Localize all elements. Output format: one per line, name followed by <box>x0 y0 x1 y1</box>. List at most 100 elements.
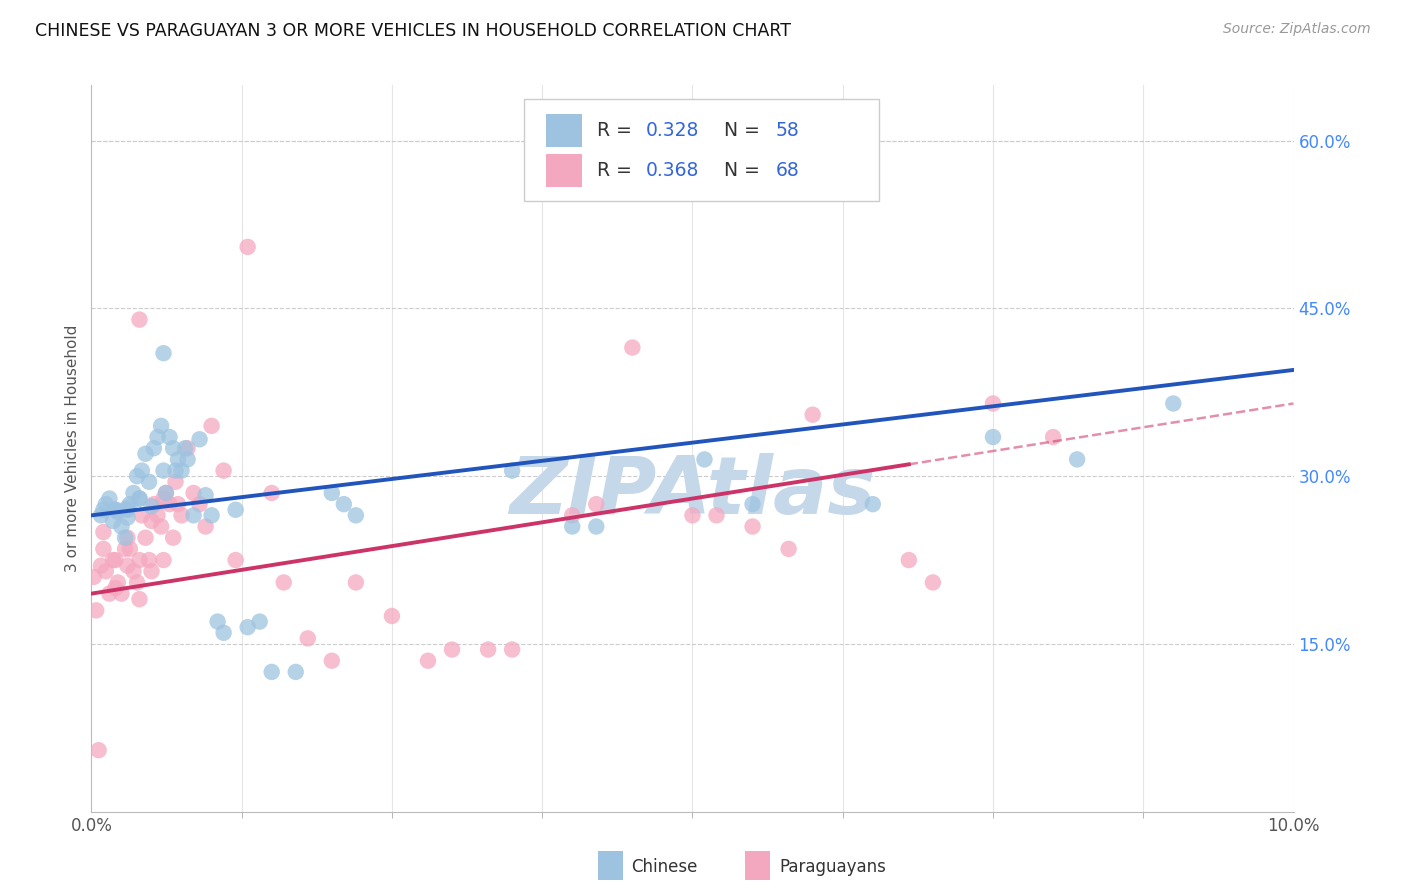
Point <box>110 519 132 533</box>
Point <box>159 430 181 444</box>
Point <box>225 553 247 567</box>
Point <box>118 541 141 556</box>
Point <box>110 587 132 601</box>
Point <box>741 519 763 533</box>
Point <box>117 502 139 516</box>
Point <box>84 603 107 617</box>
Point <box>128 592 150 607</box>
Point <box>260 486 283 500</box>
Point <box>693 452 716 467</box>
Point <box>183 486 205 500</box>
Point <box>165 464 187 478</box>
Point <box>159 497 181 511</box>
Point <box>212 625 235 640</box>
Point <box>188 432 211 446</box>
Point <box>897 553 920 567</box>
Point <box>146 508 169 523</box>
Point <box>98 491 121 506</box>
Point <box>155 486 177 500</box>
Point <box>90 508 112 523</box>
Point <box>981 430 1004 444</box>
Point <box>152 464 174 478</box>
Point <box>167 452 190 467</box>
Point <box>207 615 229 629</box>
Point <box>170 508 193 523</box>
Point <box>981 396 1004 410</box>
Point <box>122 486 145 500</box>
Point <box>152 346 174 360</box>
Point <box>440 642 463 657</box>
Point <box>94 497 117 511</box>
Point <box>155 486 177 500</box>
Point <box>561 508 583 523</box>
FancyBboxPatch shape <box>546 114 582 146</box>
Point <box>142 442 165 456</box>
Point <box>131 464 153 478</box>
FancyBboxPatch shape <box>546 153 582 186</box>
Point <box>128 491 150 506</box>
Point <box>93 502 115 516</box>
Point <box>104 502 127 516</box>
Point <box>98 587 121 601</box>
Point <box>152 553 174 567</box>
Point <box>260 665 283 679</box>
Text: R =: R = <box>598 161 638 179</box>
Point <box>141 514 163 528</box>
Point <box>162 531 184 545</box>
Point <box>134 531 156 545</box>
Point <box>150 418 173 433</box>
Point <box>201 508 224 523</box>
Point <box>134 447 156 461</box>
Point <box>1042 430 1064 444</box>
Point <box>93 541 115 556</box>
Point <box>125 575 148 590</box>
Point <box>104 581 127 595</box>
Text: N =: N = <box>724 161 766 179</box>
Point <box>114 531 136 545</box>
Point <box>150 519 173 533</box>
Text: 68: 68 <box>775 161 799 179</box>
Point <box>101 553 124 567</box>
Point <box>170 464 193 478</box>
Point <box>344 575 367 590</box>
Point <box>381 609 404 624</box>
Point <box>201 418 224 433</box>
Point <box>297 632 319 646</box>
Point <box>117 558 139 573</box>
Point <box>162 442 184 456</box>
Point <box>114 541 136 556</box>
Point <box>561 519 583 533</box>
Point <box>141 564 163 578</box>
Point <box>477 642 499 657</box>
Point <box>501 642 523 657</box>
Point <box>188 497 211 511</box>
Point <box>138 475 160 489</box>
Point <box>236 620 259 634</box>
Point <box>117 510 139 524</box>
Point <box>146 430 169 444</box>
Point <box>122 564 145 578</box>
Text: R =: R = <box>598 120 638 140</box>
Point <box>333 497 356 511</box>
Point <box>107 505 129 519</box>
Text: Chinese: Chinese <box>631 858 697 876</box>
Point <box>284 665 307 679</box>
Point <box>128 491 150 506</box>
Text: CHINESE VS PARAGUAYAN 3 OR MORE VEHICLES IN HOUSEHOLD CORRELATION CHART: CHINESE VS PARAGUAYAN 3 OR MORE VEHICLES… <box>35 22 792 40</box>
Point <box>778 541 800 556</box>
Point <box>93 525 115 540</box>
Point <box>128 312 150 326</box>
Point <box>101 514 124 528</box>
Point <box>801 408 824 422</box>
Point <box>585 497 607 511</box>
Point <box>176 442 198 456</box>
Text: ZIPAtlas: ZIPAtlas <box>509 453 876 531</box>
Point <box>94 564 117 578</box>
Point <box>138 553 160 567</box>
Point <box>706 508 728 523</box>
Point <box>862 497 884 511</box>
Point <box>165 475 187 489</box>
Point <box>152 491 174 506</box>
Point <box>194 519 217 533</box>
Point <box>141 500 163 514</box>
